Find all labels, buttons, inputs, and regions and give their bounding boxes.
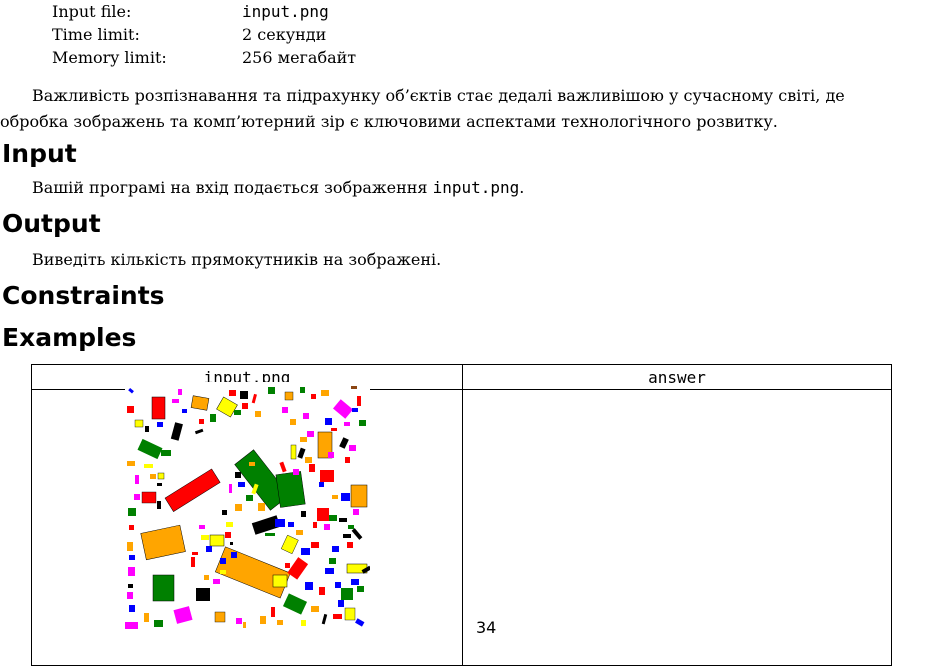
limit-value: 256 мегабайт (242, 48, 357, 67)
examples-table: input.png answer (31, 364, 892, 666)
input-text: Вашій програмі на вхід подається зображе… (32, 178, 433, 197)
output-heading: Output (2, 209, 101, 238)
limit-row-memory: Memory limit: 256 мегабайт (52, 46, 356, 69)
rectangles-image (125, 382, 370, 629)
example-answer-cell: 34 (462, 389, 892, 666)
constraints-heading: Constraints (2, 281, 165, 310)
limit-key: Time limit: (52, 25, 140, 44)
examples-heading: Examples (2, 323, 137, 352)
limit-key: Input file: (52, 2, 132, 21)
output-description: Виведіть кількість прямокутників на зобр… (32, 250, 442, 269)
limit-value: input.png (242, 2, 329, 21)
input-heading: Input (2, 139, 77, 168)
input-description: Вашій програмі на вхід подається зображе… (0, 175, 951, 201)
problem-limits: Input file: input.png Time limit: 2 секу… (52, 0, 356, 69)
limit-key: Memory limit: (52, 48, 167, 67)
limit-value: 2 секунди (242, 25, 327, 44)
answer-value: 34 (476, 618, 497, 637)
limit-row-input-file: Input file: input.png (52, 0, 356, 23)
input-text-end: . (519, 178, 525, 197)
column-header-answer: answer (462, 364, 892, 390)
statement-line-1: Важливість розпізнавання та підрахунку о… (32, 86, 845, 105)
limit-row-time: Time limit: 2 секунди (52, 23, 356, 46)
example-input-cell (31, 382, 463, 666)
example-row: 34 (31, 382, 892, 666)
input-filename: input.png (432, 178, 520, 197)
statement-line-2: обробка зображень та комп’ютерний зір є … (0, 112, 778, 131)
